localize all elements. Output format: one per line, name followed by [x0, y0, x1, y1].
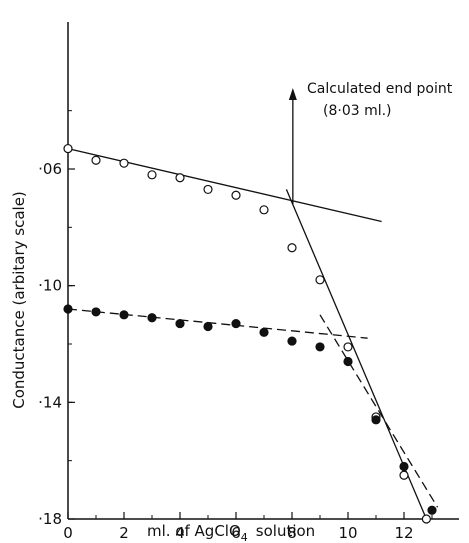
ticks: 0 2 4 6 8 10 12·06·10·14·18 — [38, 110, 433, 542]
fit-line-dashed — [319, 314, 439, 508]
y-axis-label: Conductance (arbitary scale) — [10, 191, 28, 409]
x-tick-label: 4 — [175, 524, 185, 542]
x-tick-label: 8 — [287, 524, 297, 542]
annotation-line-1: Calculated end point — [307, 81, 453, 97]
filled-circle-point — [203, 321, 213, 332]
fit-line-dashed — [67, 308, 368, 339]
filled-circle-point — [175, 318, 185, 329]
open-circle-point — [203, 184, 213, 195]
x-tick-label: 10 — [338, 524, 357, 542]
x-axis-label-subscript: 4 — [241, 531, 248, 543]
open-circle-point — [399, 470, 409, 480]
data-points — [63, 143, 437, 524]
x-tick-label: 0 — [63, 524, 73, 542]
filled-circle-point — [63, 304, 73, 314]
filled-circle-point — [427, 505, 437, 515]
x-tick-label: 12 — [394, 524, 413, 542]
open-circle-point — [421, 514, 431, 524]
annotation-arrow-head — [288, 88, 297, 100]
x-tick-label: 2 — [119, 524, 129, 542]
open-circle-point — [287, 243, 297, 253]
open-circle-point — [259, 205, 269, 215]
axis-labels: Conductance (arbitary scale) ml. of AgCl… — [10, 191, 315, 543]
open-circle-point — [175, 173, 185, 183]
fit-lines — [67, 147, 439, 520]
filled-circle-point — [287, 336, 297, 346]
y-tick-label: ·18 — [38, 510, 62, 528]
filled-circle-point — [231, 318, 241, 329]
x-axis-label-main: ml. of AgClO — [147, 522, 241, 540]
y-tick-label: ·14 — [38, 393, 62, 411]
open-circle-point — [119, 158, 129, 168]
filled-circle-point — [119, 310, 129, 320]
x-axis-label: ml. of AgClO4 solution — [147, 522, 315, 543]
fit-line-solid — [67, 147, 382, 223]
y-tick-label: ·10 — [38, 277, 62, 295]
x-tick-label: 6 — [231, 524, 241, 542]
end-point-annotation: Calculated end point (8·03 ml.) — [288, 81, 453, 204]
open-circle-point — [343, 342, 353, 352]
annotation-line-2: (8·03 ml.) — [323, 103, 392, 119]
filled-circle-point — [399, 461, 409, 472]
open-circle-point — [147, 170, 157, 180]
open-circle-point — [63, 143, 73, 154]
filled-circle-point — [91, 307, 101, 317]
open-circle-point — [231, 190, 241, 200]
filled-circle-point — [315, 342, 325, 352]
y-tick-label: ·06 — [38, 160, 62, 178]
filled-circle-point — [371, 415, 381, 425]
open-circle-point — [91, 155, 101, 165]
filled-circle-point — [147, 313, 157, 323]
x-axis-label-suffix: solution — [256, 522, 315, 540]
open-circle-point — [315, 275, 325, 285]
filled-circle-point — [343, 356, 353, 367]
filled-circle-point — [259, 327, 269, 337]
